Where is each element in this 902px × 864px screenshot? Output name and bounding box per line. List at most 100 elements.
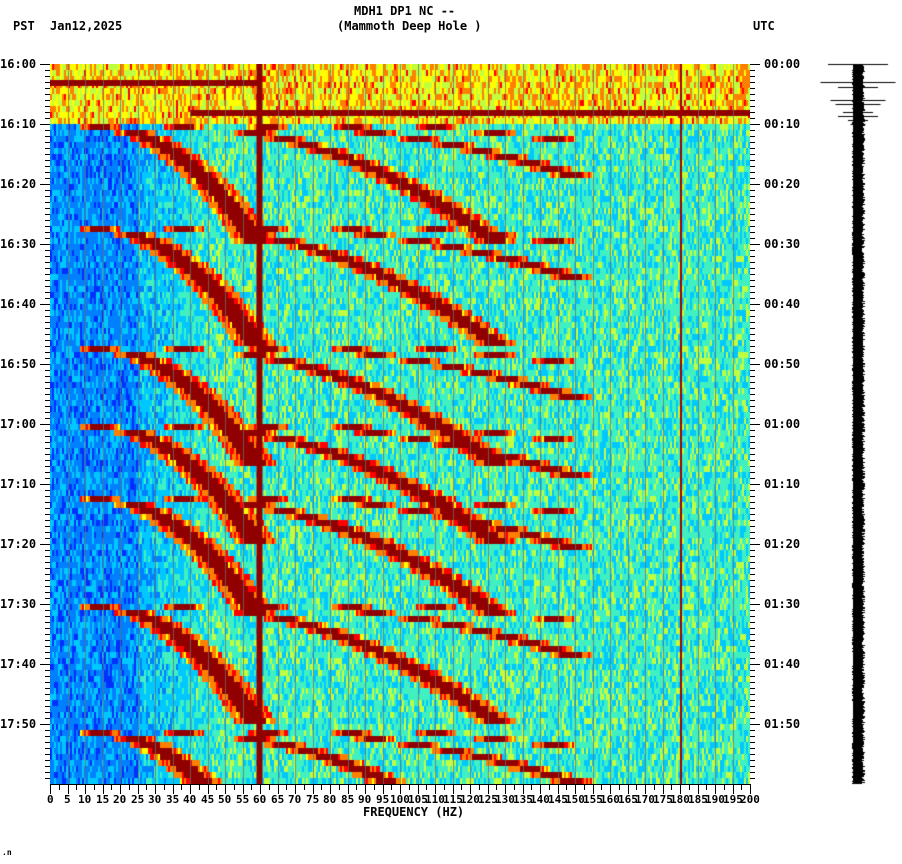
y-tick-right (750, 418, 755, 419)
y-tick-left (40, 424, 50, 425)
x-tick (374, 784, 375, 790)
y-tick-right (750, 556, 755, 557)
y-tick-left (45, 178, 50, 179)
x-tick-label: 80 (323, 793, 337, 806)
y-tick-label-left: 17:40 (0, 657, 37, 671)
y-tick-right (750, 424, 760, 425)
y-tick-left (45, 400, 50, 401)
y-tick-right (750, 568, 755, 569)
x-tick-label: 20 (113, 793, 127, 806)
x-tick-label: 200 (740, 793, 760, 806)
y-tick-right (750, 358, 755, 359)
y-tick-right (750, 184, 760, 185)
y-tick-left (45, 454, 50, 455)
y-tick-left (45, 760, 50, 761)
y-tick-left (45, 346, 50, 347)
y-tick-label-left: 17:10 (0, 477, 37, 491)
y-tick-right (750, 388, 755, 389)
y-tick-right (750, 766, 755, 767)
left-timezone-label: PST (13, 19, 35, 33)
x-tick (313, 784, 314, 794)
y-tick-left (45, 406, 50, 407)
y-tick-left (45, 622, 50, 623)
y-tick-left (45, 370, 50, 371)
y-tick-right (750, 88, 755, 89)
x-tick (120, 784, 121, 794)
y-tick-left (45, 628, 50, 629)
y-tick-right (750, 700, 755, 701)
y-tick-left (45, 262, 50, 263)
y-tick-left (40, 244, 50, 245)
x-tick (234, 784, 235, 790)
x-tick (584, 784, 585, 790)
y-tick-right (750, 430, 755, 431)
y-tick-right (750, 172, 755, 173)
y-tick-right (750, 694, 755, 695)
x-tick (593, 784, 594, 794)
x-tick-label: 195 (723, 793, 743, 806)
y-tick-right (750, 742, 755, 743)
y-tick-left (45, 592, 50, 593)
y-tick-left (45, 220, 50, 221)
y-tick-left (45, 520, 50, 521)
y-tick-right (750, 634, 755, 635)
x-tick (698, 784, 699, 794)
y-tick-left (45, 106, 50, 107)
y-tick-left (45, 436, 50, 437)
y-tick-left (45, 388, 50, 389)
x-tick-label: 180 (670, 793, 690, 806)
y-tick-right (750, 454, 755, 455)
x-tick (426, 784, 427, 790)
x-tick (566, 784, 567, 790)
y-tick-left (45, 202, 50, 203)
x-tick-label: 35 (166, 793, 180, 806)
x-tick (444, 784, 445, 790)
y-tick-left (45, 172, 50, 173)
y-tick-left (45, 616, 50, 617)
y-tick-left (45, 502, 50, 503)
y-tick-right (750, 520, 755, 521)
x-tick (523, 784, 524, 794)
y-tick-left (45, 160, 50, 161)
x-tick-label: 160 (600, 793, 620, 806)
y-tick-left (45, 688, 50, 689)
x-tick-label: 140 (530, 793, 550, 806)
y-tick-label-left: 16:50 (0, 357, 37, 371)
y-tick-right (750, 112, 755, 113)
y-tick-label-right: 00:40 (764, 297, 801, 311)
y-tick-left (45, 634, 50, 635)
x-tick (680, 784, 681, 794)
x-tick (470, 784, 471, 794)
y-tick-right (750, 616, 755, 617)
y-tick-right (750, 364, 760, 365)
y-tick-right (750, 484, 760, 485)
y-tick-right (750, 124, 760, 125)
y-tick-label-right: 01:40 (764, 657, 801, 671)
y-tick-label-left: 17:30 (0, 597, 37, 611)
y-tick-left (45, 754, 50, 755)
y-tick-right (750, 736, 755, 737)
x-tick (129, 784, 130, 790)
x-tick (225, 784, 226, 794)
y-tick-left (45, 148, 50, 149)
y-tick-left (45, 460, 50, 461)
y-tick-right (750, 586, 755, 587)
y-tick-left (45, 562, 50, 563)
y-tick-right (750, 280, 755, 281)
x-axis-label: FREQUENCY (HZ) (363, 805, 465, 819)
x-tick-label: 185 (688, 793, 708, 806)
x-tick (260, 784, 261, 794)
y-tick-right (750, 772, 755, 773)
x-tick-label: 45 (201, 793, 215, 806)
x-tick (138, 784, 139, 794)
y-tick-left (45, 538, 50, 539)
y-tick-right (750, 496, 755, 497)
y-tick-left (45, 586, 50, 587)
x-tick (558, 784, 559, 794)
y-tick-left (40, 724, 50, 725)
y-tick-left (45, 532, 50, 533)
y-tick-right (750, 178, 755, 179)
y-tick-left (45, 280, 50, 281)
station-title: MDH1 DP1 NC -- (354, 4, 456, 18)
y-tick-right (750, 106, 755, 107)
